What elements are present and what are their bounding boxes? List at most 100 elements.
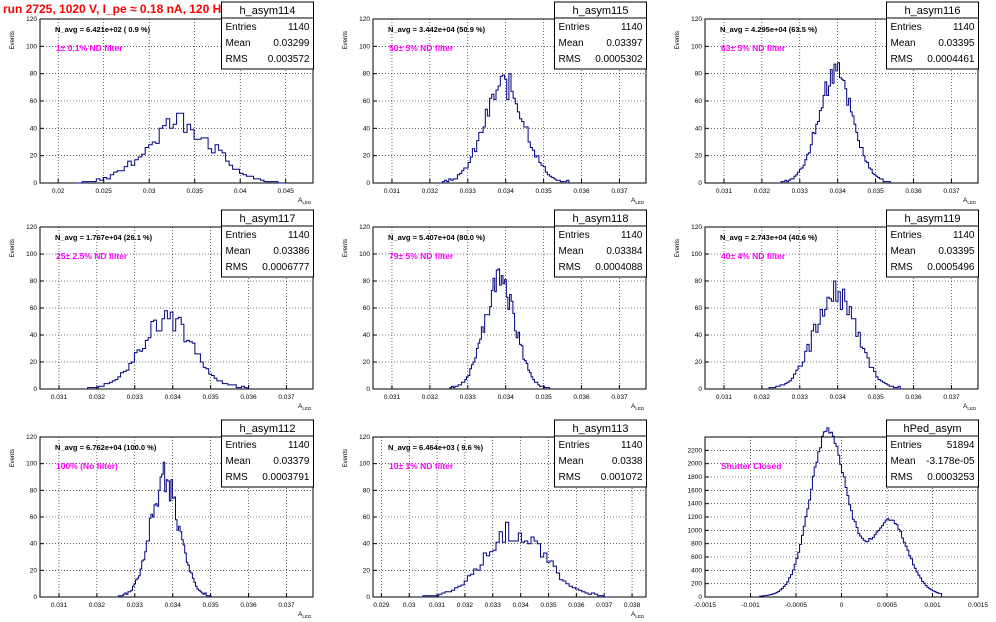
histogram-panel-h_asym114: 0.02 0.025 0.03 0.035 0.04 0.045 0 20 40 60 80 100 1… <box>10 1 314 205</box>
y-tick-label: 40 <box>30 541 38 548</box>
x-axis-title: ALED <box>298 197 312 205</box>
stat-label-mean: Mean <box>891 246 916 257</box>
x-tick-label: 0.037 <box>278 394 295 401</box>
y-tick-label: 20 <box>30 359 38 366</box>
y-tick-label: 1000 <box>688 527 703 534</box>
n-avg-label: N_avg = 6.464e+03 ( 9.6 %) <box>388 443 484 452</box>
x-tick-label: 0.032 <box>754 394 771 401</box>
x-tick-label: 0.032 <box>422 394 439 401</box>
stat-value-entries: 1140 <box>621 22 643 33</box>
y-tick-label: 1600 <box>688 487 703 494</box>
stat-value-entries: 1140 <box>288 22 310 33</box>
stats-box: h_asym119 Entries 1140 Mean 0.03395 RMS 0.0005… <box>886 209 979 278</box>
stat-label-entries: Entries <box>559 22 590 33</box>
stat-value-mean: 0.03397 <box>606 38 643 49</box>
stat-label-rms: RMS <box>559 54 582 65</box>
histogram-panel-hPed_asym: -0.0015 -0.001 -0.0005 0 0.0005 0.001 0.0015 0 2… <box>688 419 988 609</box>
y-tick-label: 80 <box>30 487 38 494</box>
x-tick-label: 0.037 <box>596 602 613 609</box>
filter-annotation: 25± 2.5% ND filter <box>56 251 128 261</box>
stat-value-entries: 1140 <box>953 22 975 33</box>
y-tick-label: 1800 <box>688 474 703 481</box>
stat-value-mean: -3.178e-05 <box>926 456 975 467</box>
y-tick-label: 800 <box>691 541 702 548</box>
x-tick-label: 0.034 <box>498 394 515 401</box>
y-tick-label: 120 <box>359 434 370 441</box>
x-tick-label: 0.034 <box>513 602 530 609</box>
stat-value-rms: 0.0006777 <box>262 262 310 273</box>
y-tick-label: 80 <box>363 278 371 285</box>
stat-label-entries: Entries <box>891 22 922 33</box>
y-tick-label: 120 <box>691 224 702 231</box>
y-axis-title: Events <box>343 239 349 257</box>
x-tick-label: 0.032 <box>754 188 771 195</box>
stat-value-mean: 0.03379 <box>273 456 310 467</box>
y-axis-title: Events <box>675 31 681 49</box>
x-tick-label: 0.036 <box>568 602 585 609</box>
y-tick-label: 60 <box>30 305 38 312</box>
stat-label-rms: RMS <box>226 472 249 483</box>
y-tick-label: 20 <box>363 567 371 574</box>
y-tick-label: 0 <box>33 386 37 393</box>
histogram-series <box>419 521 611 598</box>
histogram-series <box>75 112 285 184</box>
stat-label-mean: Mean <box>226 456 251 467</box>
x-tick-label: 0.035 <box>540 602 557 609</box>
stat-label-mean: Mean <box>559 38 584 49</box>
x-tick-label: 0.037 <box>611 188 628 195</box>
y-tick-label: 400 <box>691 567 702 574</box>
y-tick-label: 60 <box>30 514 38 521</box>
stats-box: hPed_asym Entries 51894 Mean -3.178e-05 RMS 0.… <box>886 419 979 488</box>
stat-label-entries: Entries <box>226 440 257 451</box>
y-tick-label: 100 <box>26 43 37 50</box>
x-tick-label: 0.033 <box>127 602 144 609</box>
stat-label-rms: RMS <box>559 472 582 483</box>
y-tick-label: 2200 <box>688 447 703 454</box>
y-tick-label: 60 <box>363 98 371 105</box>
x-tick-label: 0.035 <box>187 188 204 195</box>
x-tick-label: 0.031 <box>51 602 68 609</box>
x-tick-label: 0 <box>840 602 844 609</box>
stat-label-rms: RMS <box>226 262 249 273</box>
y-tick-label: 40 <box>363 332 371 339</box>
x-tick-label: 0.045 <box>278 188 295 195</box>
x-tick-label: 0.04 <box>234 188 247 195</box>
histogram-series <box>759 427 943 597</box>
x-tick-label: 0.032 <box>457 602 474 609</box>
n-avg-label: N_avg = 1.767e+04 (26.1 %) <box>55 233 153 242</box>
y-tick-label: 40 <box>695 125 703 132</box>
y-axis-title: Events <box>343 449 349 467</box>
y-tick-label: 20 <box>363 359 371 366</box>
x-tick-label: -0.001 <box>741 602 760 609</box>
y-tick-label: 80 <box>695 71 703 78</box>
x-tick-label: 0.035 <box>202 602 219 609</box>
y-tick-label: 20 <box>363 153 371 160</box>
y-tick-label: 20 <box>30 567 38 574</box>
y-tick-label: 100 <box>359 251 370 258</box>
stat-value-mean: 0.03395 <box>938 246 975 257</box>
stat-value-mean: 0.0338 <box>612 456 643 467</box>
x-tick-label: 0.032 <box>89 602 106 609</box>
x-axis-title: ALED <box>631 403 645 411</box>
y-axis-title: Events <box>10 239 16 257</box>
stat-value-mean: 0.03384 <box>606 246 643 257</box>
stats-box: h_asym117 Entries 1140 Mean 0.03386 RMS 0.0006… <box>221 209 314 278</box>
y-tick-label: 600 <box>691 554 702 561</box>
y-tick-label: 120 <box>26 16 37 23</box>
y-tick-label: 20 <box>30 153 38 160</box>
y-tick-label: 100 <box>26 251 37 258</box>
x-tick-label: 0.033 <box>485 602 502 609</box>
histogram-name: hPed_asym <box>903 423 961 435</box>
x-tick-label: 0.034 <box>830 188 847 195</box>
histogram-panel-h_asym116: 0.031 0.032 0.033 0.034 0.035 0.036 0.037 0 20 40… <box>675 1 979 205</box>
y-axis-title: Events <box>675 239 681 257</box>
histogram-name: h_asym112 <box>239 423 295 435</box>
histogram-panel-h_asym118: 0.031 0.032 0.033 0.034 0.035 0.036 0.037 0 20 40… <box>343 209 647 411</box>
stat-value-rms: 0.0005302 <box>595 54 643 65</box>
stat-value-entries: 1140 <box>288 440 310 451</box>
stat-label-mean: Mean <box>226 38 251 49</box>
filter-annotation: 79± 5% ND filter <box>389 251 454 261</box>
x-tick-label: 0.033 <box>460 394 477 401</box>
x-tick-label: -0.0005 <box>785 602 807 609</box>
